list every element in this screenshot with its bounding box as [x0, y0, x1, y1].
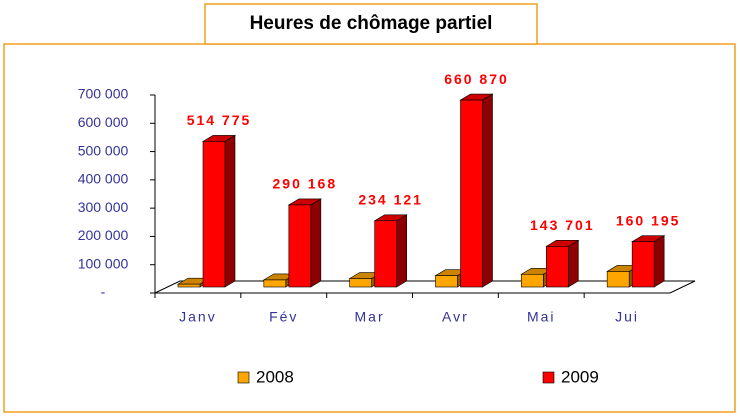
bar-side	[224, 134, 236, 288]
bar-front	[202, 141, 226, 288]
x-tick-label: Fév	[269, 309, 298, 325]
bar	[459, 93, 494, 288]
y-tick-label: 300 000	[78, 199, 129, 215]
bar-front	[263, 279, 287, 288]
legend-label: 2008	[256, 367, 294, 386]
data-label: 143 701	[530, 217, 595, 233]
legend-swatch	[237, 371, 250, 384]
bar	[545, 239, 580, 288]
bar-front	[435, 275, 458, 288]
y-tick-label: 700 000	[78, 86, 129, 102]
bar-front	[606, 271, 630, 288]
y-tick-label: -	[101, 284, 106, 300]
bar-front	[374, 220, 397, 288]
x-tick-label: Mar	[355, 309, 385, 325]
bar-front	[521, 273, 544, 288]
data-label: 290 168	[273, 176, 338, 192]
x-tick-label: Mai	[527, 309, 556, 325]
title-box	[204, 3, 538, 45]
y-tick-label: 600 000	[78, 114, 129, 130]
data-label: 514 775	[187, 112, 252, 128]
bar-front	[177, 283, 201, 288]
data-label: 160 195	[616, 212, 681, 228]
data-label: 234 121	[358, 191, 423, 207]
bar-front	[631, 241, 655, 288]
chart-title: Heures de chômage partiel	[250, 13, 493, 34]
y-tick-label: 100 000	[78, 255, 129, 271]
bar	[631, 235, 666, 288]
bar-front	[288, 204, 312, 288]
x-tick-label: Jui	[615, 309, 639, 325]
y-tick-label: 400 000	[78, 171, 129, 187]
bar	[287, 198, 322, 288]
bar	[373, 214, 408, 288]
y-tick-label: 500 000	[78, 142, 129, 158]
bar-side	[482, 93, 493, 288]
chart-frame	[3, 43, 736, 413]
x-tick-label: Avr	[442, 309, 469, 325]
bar-side	[568, 239, 579, 288]
legend-label: 2009	[561, 367, 599, 386]
bar	[201, 134, 237, 288]
legend-swatch	[542, 371, 555, 384]
bar-side	[653, 235, 665, 288]
bar-front	[349, 278, 372, 288]
bar-front	[460, 99, 483, 288]
x-tick-label: Janv	[179, 309, 217, 325]
bar-side	[310, 198, 322, 288]
bar-side	[396, 214, 407, 288]
bar-front	[546, 246, 569, 288]
y-tick-label: 200 000	[78, 227, 129, 243]
data-label: 660 870	[444, 71, 509, 87]
